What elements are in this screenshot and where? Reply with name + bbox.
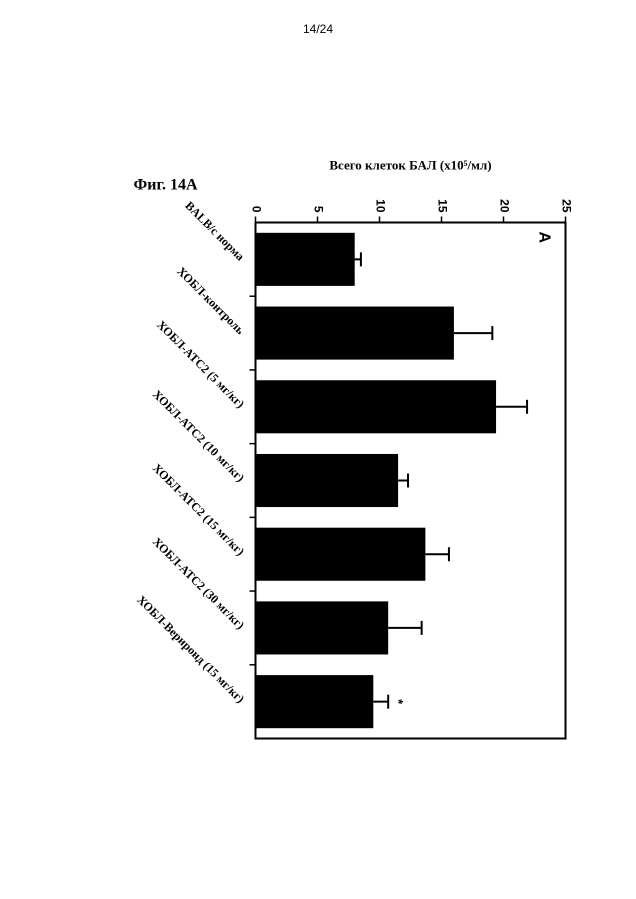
category-label: ХОБЛ-контроль: [174, 264, 247, 337]
significance-marker: *: [391, 699, 406, 705]
category-label: BALB/c норма: [182, 198, 247, 263]
y-tick-label: 25: [559, 199, 573, 213]
bar: [256, 233, 355, 286]
panel-label: A: [536, 232, 553, 244]
bar: [256, 601, 389, 654]
bar: [256, 307, 454, 360]
bar: [256, 675, 374, 728]
y-tick-label: 0: [249, 206, 263, 213]
y-tick-label: 5: [311, 206, 325, 213]
figure-caption: Фиг. 14А: [134, 177, 198, 194]
y-tick-label: 20: [497, 199, 511, 213]
y-tick-label: 10: [373, 199, 387, 213]
bar: [256, 454, 399, 507]
y-axis-title: Всего клеток БАЛ (x10⁵/мл): [329, 158, 491, 173]
bar: [256, 380, 497, 433]
y-tick-label: 15: [435, 199, 449, 213]
bar: [256, 528, 426, 581]
